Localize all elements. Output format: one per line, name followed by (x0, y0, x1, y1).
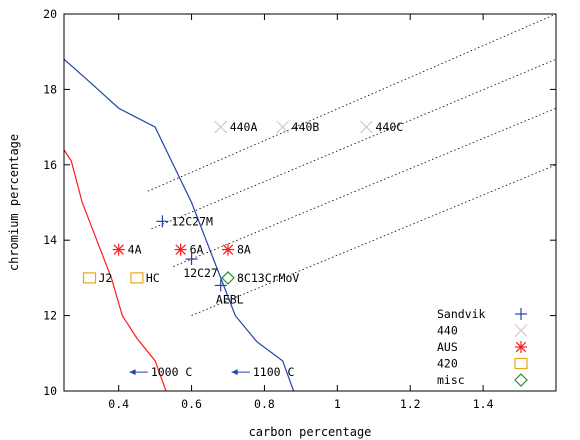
point-label: 8A (237, 243, 251, 257)
point-label: 4A (128, 243, 142, 257)
data-point-plus (214, 279, 227, 292)
data-point-cross (276, 120, 290, 134)
point-label: 6A (190, 243, 204, 257)
x-tick-label: 1 (334, 397, 341, 411)
dotted-lines-layer (147, 14, 556, 316)
y-tick-label: 18 (43, 82, 57, 96)
x-tick-label: 1.4 (473, 397, 494, 411)
data-point-star (174, 243, 187, 256)
x-tick-label: 0.4 (108, 397, 129, 411)
data-point-plus (185, 253, 198, 266)
point-label: 440C (375, 120, 403, 134)
point-label: 440B (292, 120, 320, 134)
legend-entry-label: Sandvik (437, 307, 486, 321)
y-tick-label: 12 (43, 309, 57, 323)
y-tick-label: 16 (43, 158, 57, 172)
points-layer (82, 120, 373, 292)
dotted-guide-line (147, 14, 556, 192)
x-axis-ticks: 0.4 0.6 0.8 1 1.2 1.4 (108, 14, 494, 411)
point-label: HC (146, 271, 160, 285)
annotation-label: 1000 C (151, 365, 193, 379)
point-label: 440A (230, 120, 258, 134)
plot-frame (63, 13, 557, 392)
data-point-star (112, 243, 125, 256)
data-point-diamond (221, 271, 235, 285)
legend-entry-label: 420 (437, 357, 458, 371)
point-labels-layer: 12C27M 12C27 AEBL 440A 440B 440C 4A 6A 8A J2 HC 8C1… (99, 120, 404, 306)
y-axis-ticks: 10 12 14 16 18 20 (43, 7, 556, 398)
annotation-label: 1100 C (253, 365, 295, 379)
x-tick-label: 1.2 (400, 397, 421, 411)
boundary-curve (64, 149, 167, 391)
data-point-square (130, 272, 144, 284)
annotation-arrowhead (231, 369, 238, 376)
legend-marker-plus (515, 308, 527, 320)
legend-marker-square (514, 357, 528, 370)
curves-layer (64, 58, 295, 391)
legend-entry-label: AUS (437, 340, 458, 354)
legend-marker-cross (514, 324, 528, 337)
data-point-square (82, 272, 97, 284)
annotation-arrowhead (129, 369, 136, 376)
dotted-guide-line (191, 164, 556, 316)
legend-entry-label: 440 (437, 324, 458, 338)
legend-marker-diamond (514, 373, 528, 387)
data-point-cross (214, 120, 228, 134)
data-point-star (222, 243, 234, 256)
x-tick-label: 0.6 (181, 397, 202, 411)
point-label: AEBL (216, 292, 244, 306)
dotted-guide-line (173, 107, 556, 267)
boundary-curve (64, 58, 295, 391)
dotted-guide-line (151, 58, 556, 230)
data-point-cross (360, 120, 373, 134)
point-label: 12C27M (171, 214, 213, 228)
legend-marker-star (515, 341, 527, 353)
legend-entry-label: misc (437, 373, 465, 387)
annotations-layer: 1000 C 1100 C (129, 365, 295, 379)
y-tick-label: 10 (43, 384, 57, 398)
point-label: 8C13CrMoV (237, 271, 299, 285)
y-tick-label: 14 (43, 233, 57, 247)
legend: Sandvik 440 AUS 420 misc (437, 307, 528, 387)
data-point-plus (156, 215, 169, 228)
x-axis-label: carbon percentage (249, 425, 372, 439)
y-tick-label: 20 (43, 7, 57, 21)
x-tick-label: 0.8 (254, 397, 275, 411)
y-axis-label: chromium percentage (7, 134, 21, 271)
point-label: J2 (99, 271, 113, 285)
point-label: 12C27 (183, 266, 218, 280)
